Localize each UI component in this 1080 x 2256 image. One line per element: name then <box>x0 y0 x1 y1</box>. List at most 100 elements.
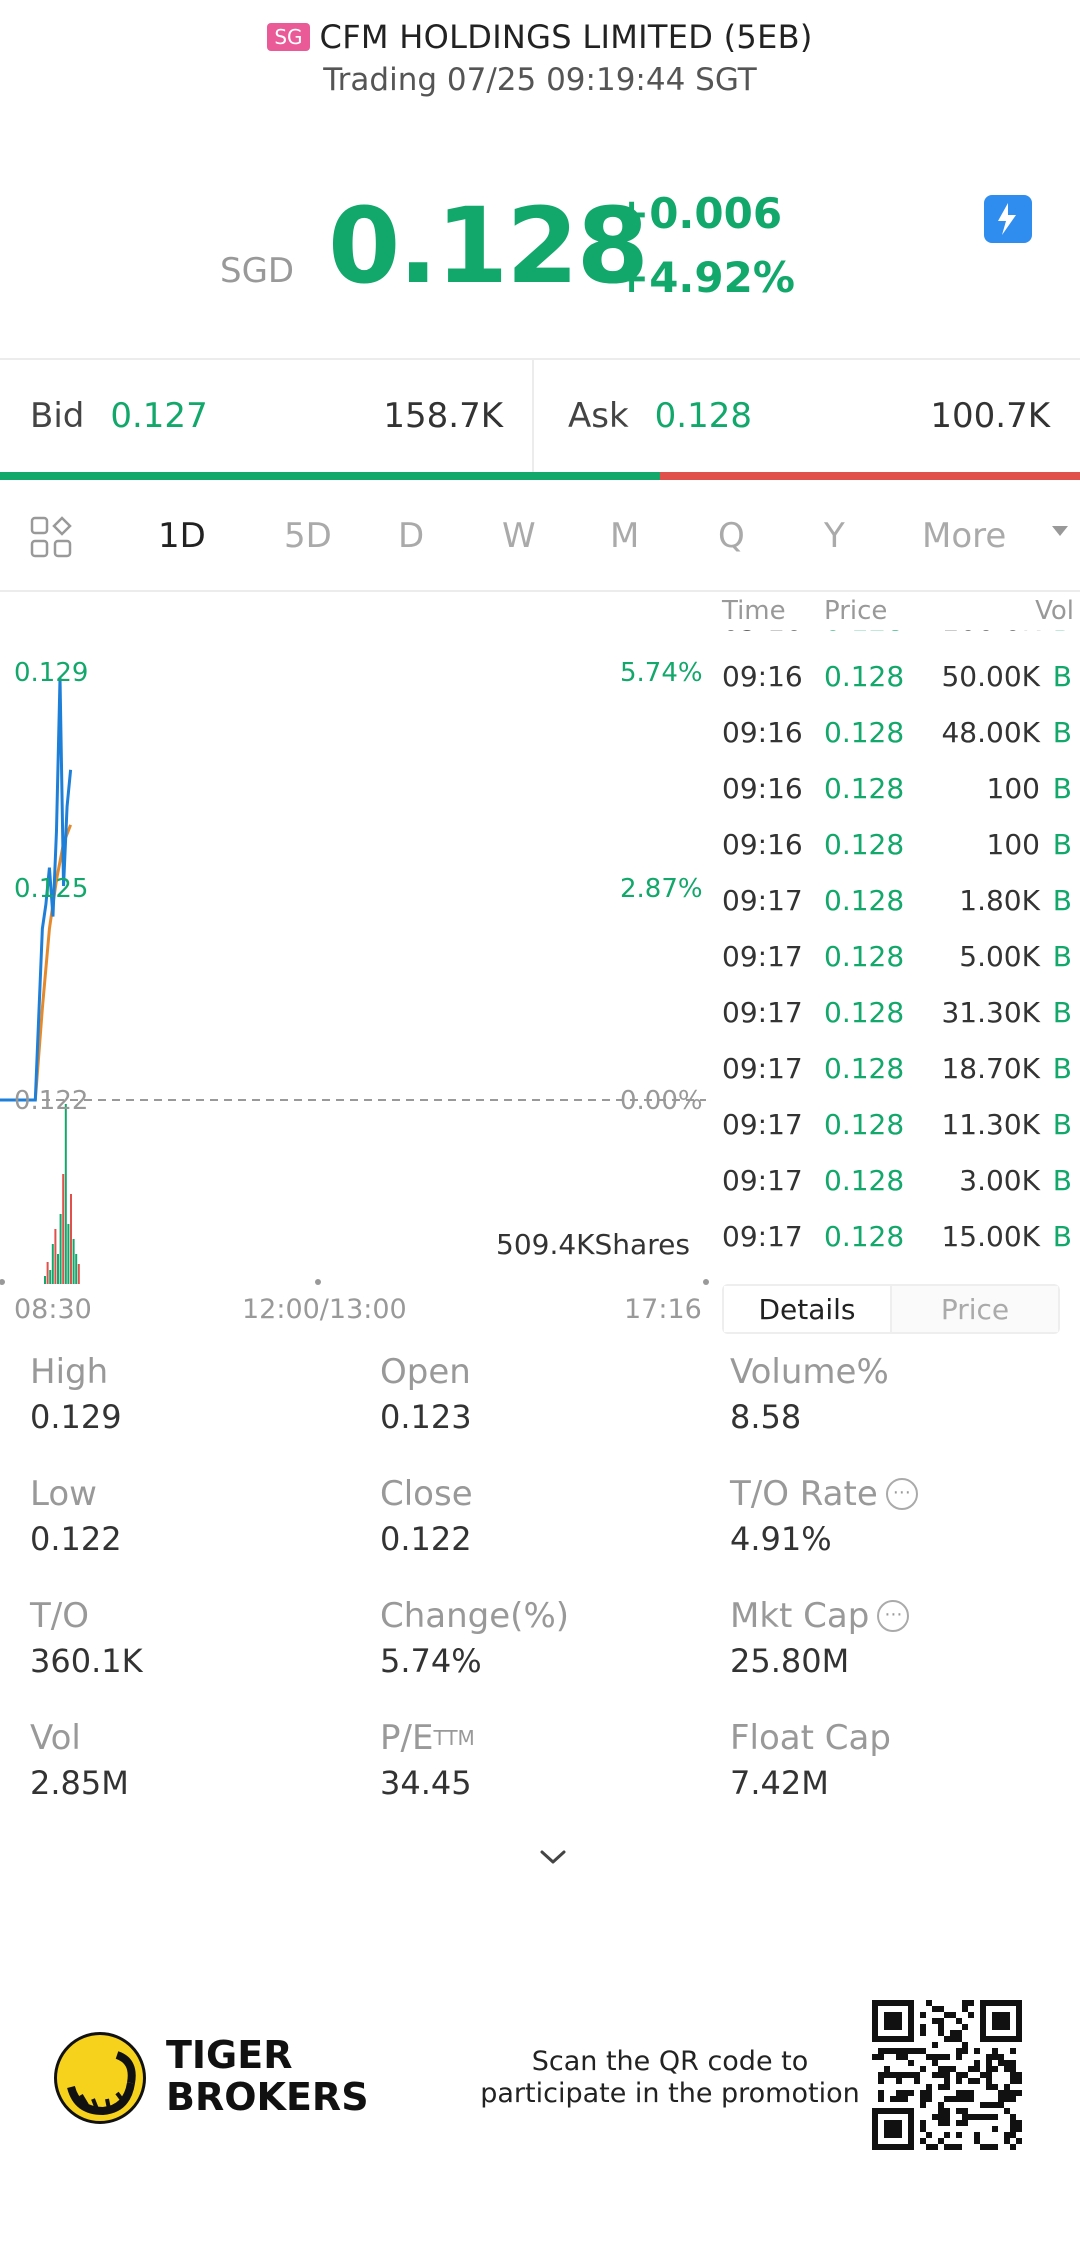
intraday-chart[interactable]: 0.129 0.125 0.122 5.74% 2.87% 0.00% 509.… <box>0 596 710 1325</box>
qr-module <box>926 2132 932 2138</box>
qr-module <box>896 2078 902 2084</box>
qr-module <box>986 2066 992 2072</box>
tab-q[interactable]: Q <box>718 516 745 556</box>
stat-value: 25.80M <box>730 1642 850 1680</box>
tab-5d[interactable]: 5D <box>284 516 332 556</box>
tick-price: 0.128 <box>824 772 905 805</box>
tab-d[interactable]: D <box>398 516 425 556</box>
brand-line-1: TIGER <box>166 2033 293 2077</box>
stat-open: Open 0.123 <box>380 1352 710 1436</box>
caret-down-icon[interactable] <box>1052 526 1068 536</box>
qr-module <box>956 2090 962 2096</box>
chevron-down-icon[interactable] <box>538 1842 568 1872</box>
qr-module <box>1016 2072 1022 2078</box>
qr-module <box>992 2054 998 2060</box>
qr-module <box>986 2144 992 2150</box>
tick-time: 09:17 <box>722 1164 803 1197</box>
tick-row: 09:17 0.128 1.80K B <box>712 884 1080 940</box>
tick-volume: 48.00K <box>941 716 1040 749</box>
qr-module <box>974 2048 980 2054</box>
stat-value: 360.1K <box>30 1642 143 1680</box>
qr-module <box>932 2054 938 2060</box>
tick-volume: 3.00K <box>959 1164 1040 1197</box>
qr-module <box>1010 2114 1016 2120</box>
tab-more[interactable]: More <box>922 516 1007 556</box>
tick-volume: 11.30K <box>941 1108 1040 1141</box>
qr-module <box>968 2096 974 2102</box>
price-tab[interactable]: Price <box>892 1286 1058 1332</box>
qr-module <box>980 2144 986 2150</box>
tick-side: B <box>1052 716 1072 749</box>
details-tab[interactable]: Details <box>724 1286 892 1332</box>
qr-module <box>986 2114 992 2120</box>
qr-module <box>890 2072 896 2078</box>
time-and-sales[interactable]: Time Price Vol 09:160.128100.0KB09:160.1… <box>712 596 1080 1276</box>
tiger-logo-icon <box>54 2032 146 2124</box>
qr-module <box>944 2066 950 2072</box>
stat-value: 0.122 <box>30 1520 122 1558</box>
qr-module <box>974 2060 980 2066</box>
qr-module <box>1004 2138 1010 2144</box>
price-change: +0.006 <box>614 189 783 238</box>
qr-module <box>944 2096 950 2102</box>
col-vol: Vol <box>1035 596 1074 626</box>
qr-module <box>1010 2132 1016 2138</box>
qr-module <box>908 2072 914 2078</box>
trading-status: Trading 07/25 09:19:44 SGT <box>323 62 757 98</box>
qr-module <box>902 2090 908 2096</box>
tick-volume: 100 <box>986 828 1040 861</box>
promo-line-2: participate in the promotion <box>480 2078 860 2109</box>
time-label-close: 17:16 <box>624 1294 702 1325</box>
tab-1d[interactable]: 1D <box>158 516 206 556</box>
qr-module <box>944 2144 950 2150</box>
qr-module <box>932 2144 938 2150</box>
qr-module <box>926 2084 932 2090</box>
tab-w[interactable]: W <box>502 516 536 556</box>
qr-module <box>920 2024 926 2030</box>
tab-m[interactable]: M <box>610 516 640 556</box>
qr-module <box>932 2006 938 2012</box>
bid-ask-separator <box>532 360 534 472</box>
tiger-logo-glyph <box>67 2051 136 2116</box>
qr-module <box>920 2102 926 2108</box>
tick-row: 09:16 0.128 48.00K B <box>712 716 1080 772</box>
qr-module <box>974 2138 980 2144</box>
tick-volume: 50.00K <box>941 660 1040 693</box>
qr-module <box>932 2060 938 2066</box>
bid-ratio-bar <box>0 472 660 480</box>
tick-time: 09:17 <box>722 1108 803 1141</box>
qr-module <box>962 2072 968 2078</box>
stat-value: 7.42M <box>730 1764 829 1802</box>
qr-module <box>920 2030 926 2036</box>
qr-module <box>938 2024 944 2030</box>
qr-module <box>986 2102 992 2108</box>
stat-float-cap: Float Cap 7.42M <box>730 1718 1060 1802</box>
tick-time: 09:16 <box>722 772 803 805</box>
tick-side: B <box>1052 828 1072 861</box>
tick-time: 09:17 <box>722 940 803 973</box>
qr-module <box>998 2090 1004 2096</box>
tab-y[interactable]: Y <box>824 516 845 556</box>
qr-module <box>956 2120 962 2126</box>
qr-module <box>938 2120 944 2126</box>
stat-volume-pct: Volume% 8.58 <box>730 1352 1060 1436</box>
ask-section: Ask 0.128 100.7K <box>534 360 1080 472</box>
title-row: SG CFM HOLDINGS LIMITED (5EB) <box>0 14 1080 60</box>
info-icon[interactable]: ⋯ <box>885 1478 918 1510</box>
info-icon[interactable]: ⋯ <box>877 1600 910 1632</box>
qr-module <box>890 2048 896 2054</box>
qr-module <box>986 2078 992 2084</box>
bid-label: Bid <box>30 396 85 436</box>
qr-module <box>884 2048 890 2054</box>
qr-module <box>920 2126 926 2132</box>
qr-module <box>980 2072 986 2078</box>
volume-bar <box>51 1244 54 1284</box>
layout-grid-icon[interactable] <box>30 516 72 558</box>
qr-module <box>944 2078 950 2084</box>
qr-module <box>968 2066 974 2072</box>
tick-row: 09:16 0.128 100 B <box>712 828 1080 884</box>
pct-label-high: 5.74% <box>620 658 703 688</box>
qr-module <box>986 2054 992 2060</box>
lightning-icon[interactable] <box>984 195 1032 243</box>
qr-module <box>902 2054 908 2060</box>
